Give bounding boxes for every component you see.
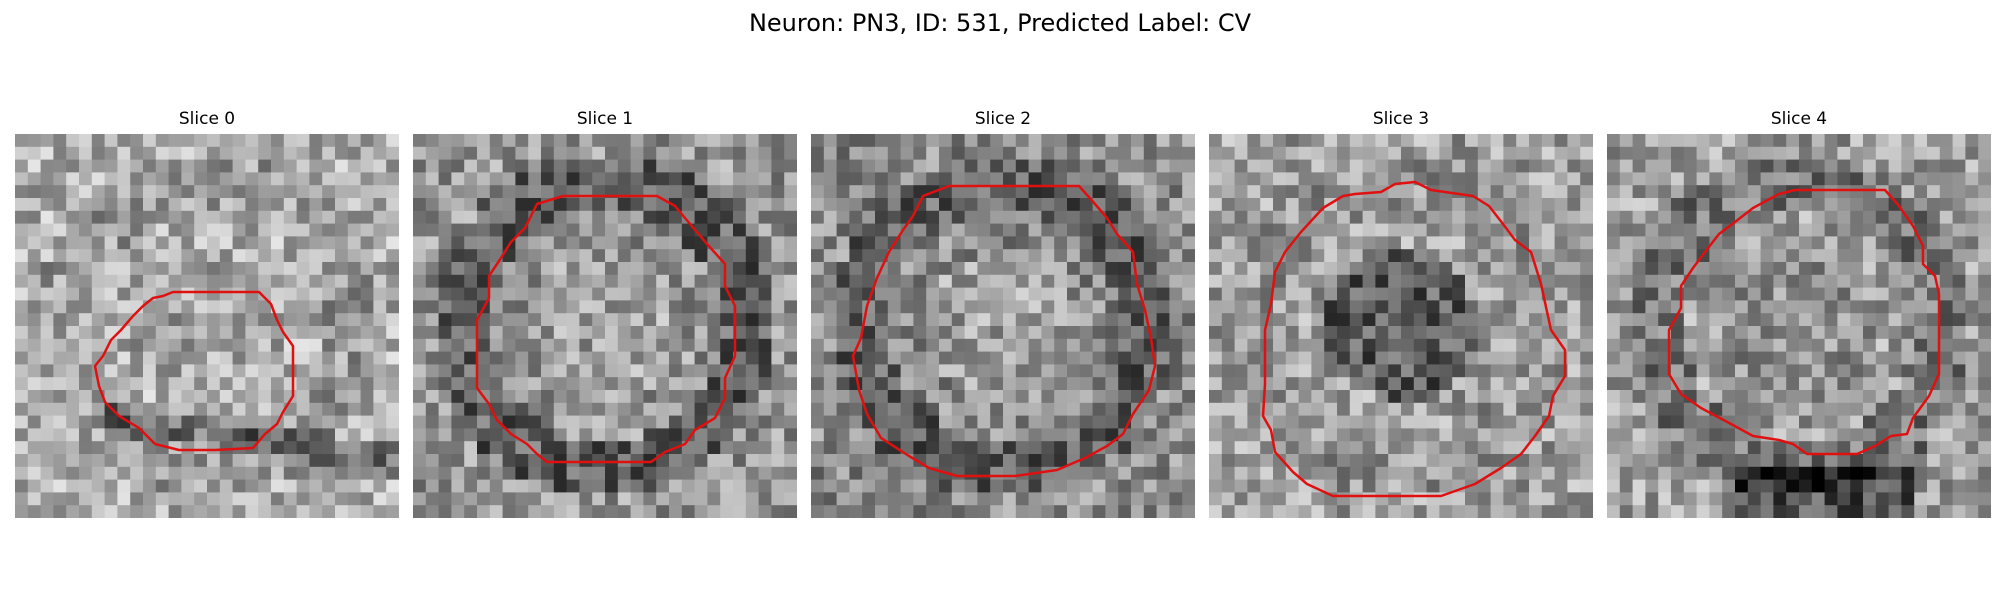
roi-contour-3: [1261, 180, 1567, 498]
slice-title-2: Slice 2: [974, 109, 1032, 129]
figure-title: Neuron: PN3, ID: 531, Predicted Label: C…: [748, 9, 1252, 37]
slice-title-4: Slice 4: [1770, 109, 1828, 129]
slice-title-1: Slice 1: [576, 109, 634, 129]
slice-image-3: [1209, 134, 1593, 518]
slice-pixels-3: [1209, 134, 1593, 518]
slice-title-0: Slice 0: [178, 109, 236, 129]
slice-image-4: [1607, 134, 1991, 518]
slice-pixels-2: [811, 134, 1195, 518]
slice-image-2: [811, 134, 1195, 518]
slice-title-3: Slice 3: [1372, 109, 1430, 129]
roi-contour-2: [851, 184, 1157, 478]
roi-contour-4: [1667, 188, 1941, 456]
roi-contour-1: [475, 194, 737, 464]
slice-pixels-0: [15, 134, 399, 518]
slice-image-1: [413, 134, 797, 518]
slice-image-0: [15, 134, 399, 518]
roi-contour-0: [93, 290, 295, 452]
slice-pixels-1: [413, 134, 797, 518]
slice-pixels-4: [1607, 134, 1991, 518]
